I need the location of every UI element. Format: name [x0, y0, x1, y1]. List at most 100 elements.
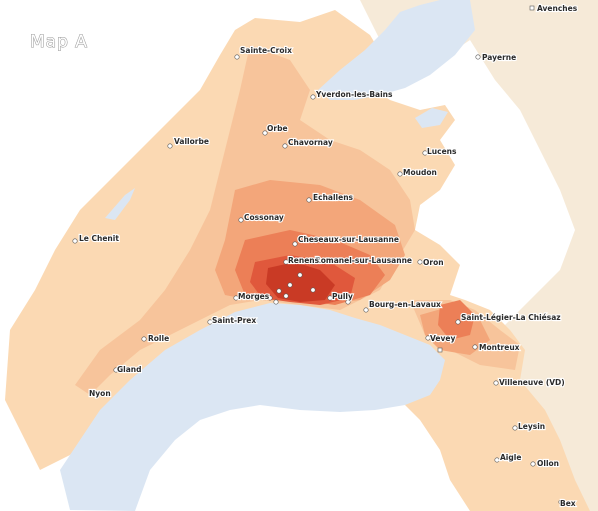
place-label: Bourg-en-Lavaux [369, 300, 441, 309]
place-marker-icon [306, 197, 312, 203]
place-marker-icon [327, 295, 333, 301]
place-marker-icon [262, 130, 268, 136]
place-marker-icon [558, 499, 564, 505]
place-nyon[interactable]: Nyon [88, 388, 112, 399]
place-cossonay[interactable]: Cossonay [238, 212, 285, 223]
place-marker-icon [167, 143, 173, 149]
place-lucens[interactable]: Lucens [422, 146, 458, 157]
place-lausanne-center[interactable] [255, 272, 316, 305]
place-montreux[interactable]: Montreux [437, 342, 521, 353]
place-label: Orbe [267, 124, 288, 133]
place-romanel-sur-lausanne[interactable]: Romanel-sur-Lausanne [310, 255, 413, 266]
place-marker-icon [455, 319, 461, 325]
place-le-chenit[interactable]: Le Chenit [72, 233, 120, 244]
place-marker-icon [345, 299, 351, 305]
place-marker-icon [276, 288, 282, 294]
place-label: Chavornay [288, 138, 333, 147]
place-marker-icon [273, 299, 279, 305]
place-marker-icon [141, 336, 147, 342]
place-label: Le Chenit [79, 234, 119, 243]
lake-neuchatel [318, 0, 475, 100]
place-payerne[interactable]: Payerne [475, 52, 517, 63]
lac-de-joux [105, 188, 135, 220]
map-title: Map A [30, 32, 88, 52]
place-cheseaux-sur-lausanne[interactable]: Cheseaux-sur-Lausanne [292, 234, 400, 247]
place-marker-icon [422, 150, 428, 156]
lake-small-east [415, 108, 448, 128]
place-marker-icon [207, 319, 213, 325]
place-marker-icon [72, 238, 78, 244]
place-vevey[interactable]: Vevey [425, 333, 457, 344]
place-aigle[interactable]: Aigle [494, 452, 523, 463]
place-marker-icon [233, 295, 239, 301]
place-yverdon-les-bains[interactable]: Yverdon-les-Bains [310, 89, 394, 100]
place-marker-icon [283, 259, 289, 265]
place-label: Romanel-sur-Lausanne [315, 256, 412, 265]
place-marker-icon [512, 425, 518, 431]
place-label: Gland [117, 365, 142, 374]
place-bourg-en-lavaux[interactable]: Bourg-en-Lavaux [363, 299, 442, 313]
place-marker-icon [287, 282, 293, 288]
place-label: Moudon [403, 168, 437, 177]
place-marker-icon [292, 241, 298, 247]
place-avenches[interactable]: Avenches [529, 3, 579, 14]
place-marker-icon [282, 143, 288, 149]
place-marker-icon [234, 54, 240, 60]
place-label: Leysin [518, 422, 545, 431]
place-label: Cossonay [244, 213, 284, 222]
place-orbe[interactable]: Orbe [262, 123, 289, 136]
place-label: Saint-Prex [212, 316, 256, 325]
place-ollon[interactable]: Ollon [530, 458, 560, 469]
place-marker-icon [425, 335, 431, 341]
place-label: Oron [423, 258, 444, 267]
region-level-6 [266, 262, 335, 302]
place-marker-icon [310, 259, 316, 265]
place-marker-icon [437, 347, 443, 353]
lake-geneva [60, 303, 445, 511]
place-label: Pully [332, 292, 353, 301]
place-label: Ollon [537, 459, 559, 468]
place-leysin[interactable]: Leysin [512, 421, 546, 432]
place-saint-prex[interactable]: Saint-Prex [207, 315, 257, 326]
place-villeneuve[interactable]: Villeneuve (VD) [493, 377, 566, 388]
place-label: Avenches [537, 4, 578, 13]
place-label: Renens [288, 256, 320, 265]
place-label: Yverdon-les-Bains [315, 90, 393, 99]
place-saint-legier[interactable]: Saint-Légier-La Chiésaz [455, 312, 562, 325]
place-marker-icon [113, 367, 119, 373]
place-label: Montreux [479, 343, 520, 352]
place-marker-icon [297, 272, 303, 278]
place-marker-icon [530, 461, 536, 467]
place-bex[interactable]: Bex [558, 498, 577, 509]
place-marker-icon [283, 293, 289, 299]
place-label: Lucens [427, 147, 457, 156]
place-label: Cheseaux-sur-Lausanne [298, 235, 399, 244]
place-marker-icon [363, 307, 369, 313]
place-marker-icon [494, 457, 500, 463]
place-rolle[interactable]: Rolle [141, 333, 170, 344]
place-label: Nyon [89, 389, 111, 398]
place-label: Villeneuve (VD) [499, 378, 565, 387]
place-moudon[interactable]: Moudon [397, 167, 438, 178]
place-marker-icon [310, 94, 316, 100]
place-chavornay[interactable]: Chavornay [282, 137, 334, 149]
place-sainte-croix[interactable]: Sainte-Croix [234, 45, 293, 60]
place-label: Payerne [482, 53, 516, 62]
place-marker-icon [267, 295, 273, 301]
place-echallens[interactable]: Echallens [306, 192, 355, 203]
place-renens[interactable]: Renens [283, 255, 321, 266]
place-label: Saint-Légier-La Chiésaz [461, 313, 561, 322]
place-marker-icon [397, 171, 403, 177]
place-pully[interactable]: Pully [327, 291, 354, 305]
place-marker-icon [475, 54, 481, 60]
place-label: Aigle [500, 453, 521, 462]
place-marker-icon [101, 390, 107, 396]
place-marker-icon [529, 5, 535, 11]
place-label: Echallens [313, 193, 354, 202]
place-vallorbe[interactable]: Vallorbe [167, 136, 210, 149]
place-oron[interactable]: Oron [417, 257, 445, 268]
place-gland[interactable]: Gland [113, 364, 143, 375]
place-morges[interactable]: Morges [233, 291, 271, 302]
